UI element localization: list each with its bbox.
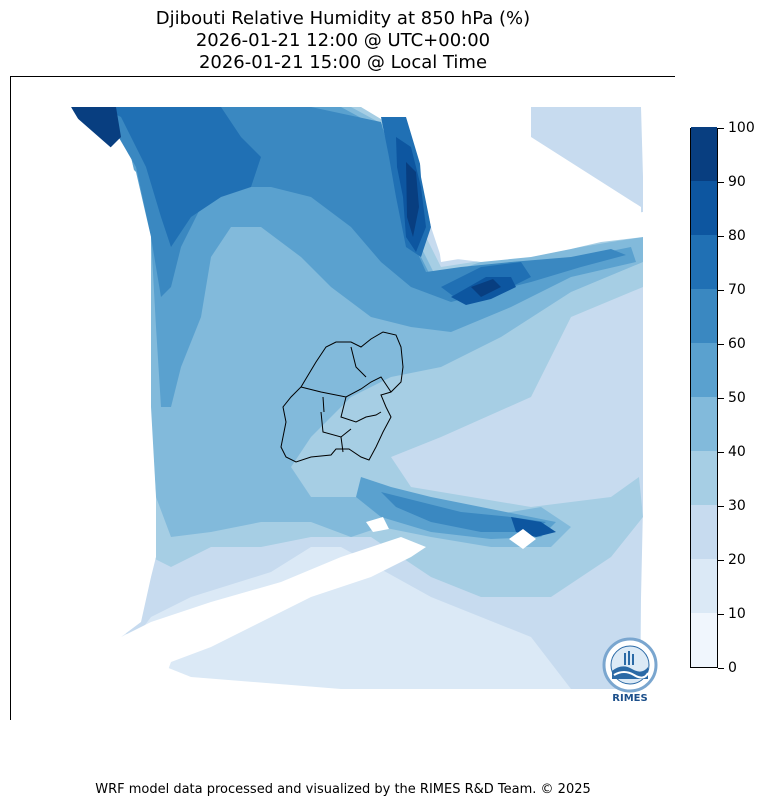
colorbar-segment	[691, 180, 717, 235]
colorbar-segment	[691, 558, 717, 613]
masked-area-west	[11, 77, 676, 637]
colorbar-tick-label: 40	[728, 444, 746, 460]
district-boundaries	[300, 346, 392, 453]
colorbar-tick	[718, 344, 724, 345]
colorbar-tick	[718, 452, 724, 453]
masked-area-bottom	[11, 689, 676, 721]
map-title: Djibouti Relative Humidity at 850 hPa (%…	[0, 8, 686, 74]
colorbar-segment	[691, 396, 717, 451]
rimes-logo: RIMES	[598, 635, 662, 709]
colorbar-tick	[718, 236, 724, 237]
colorbar-tick-label: 90	[728, 174, 746, 190]
colorbar-tick-label: 30	[728, 498, 746, 514]
rimes-logo-text: RIMES	[612, 693, 648, 704]
masked-area-east	[643, 77, 676, 721]
rh-band-60-70-south	[381, 492, 546, 532]
masked-area-hole-1	[366, 517, 536, 549]
colorbar-segment	[691, 288, 717, 343]
djibouti-border	[280, 331, 404, 463]
colorbar-segment	[691, 450, 717, 505]
colorbar-tick-label: 50	[728, 390, 746, 406]
map-panel	[10, 76, 676, 721]
colorbar-tick-label: 80	[728, 228, 746, 244]
colorbar-segment	[691, 504, 717, 559]
title-line-2: 2026-01-21 12:00 @ UTC+00:00	[195, 30, 491, 51]
rh-band-70-80-east	[381, 117, 531, 302]
colorbar-tick-label: 60	[728, 336, 746, 352]
title-line-3: 2026-01-21 15:00 @ Local Time	[198, 52, 488, 73]
colorbar-tick	[718, 668, 724, 669]
masked-area-north-east	[416, 107, 643, 262]
colorbar-tick	[718, 560, 724, 561]
colorbar-segment	[691, 612, 717, 667]
credit-footer: WRF model data processed and visualized …	[95, 782, 591, 797]
colorbar-tick-label: 20	[728, 552, 746, 568]
colorbar-tick-label: 0	[728, 660, 737, 676]
rimes-logo-icon	[602, 637, 658, 693]
colorbar-segment	[691, 342, 717, 397]
masked-area-south	[11, 537, 426, 689]
colorbar-tick	[718, 398, 724, 399]
colorbar-tick	[718, 614, 724, 615]
colorbar-tick-label: 100	[728, 120, 755, 136]
colorbar-tick	[718, 506, 724, 507]
colorbar-tick-label: 70	[728, 282, 746, 298]
title-line-1: Djibouti Relative Humidity at 850 hPa (%…	[155, 8, 531, 29]
colorbar-tick	[718, 128, 724, 129]
colorbar	[690, 126, 718, 668]
colorbar-tick	[718, 290, 724, 291]
humidity-map	[11, 77, 676, 721]
rh-band-90-100	[71, 107, 501, 297]
colorbar-tick-label: 10	[728, 606, 746, 622]
colorbar-tick	[718, 182, 724, 183]
colorbar-segment	[691, 126, 717, 181]
rh-band-70-80	[101, 107, 261, 247]
colorbar-segment	[691, 234, 717, 289]
